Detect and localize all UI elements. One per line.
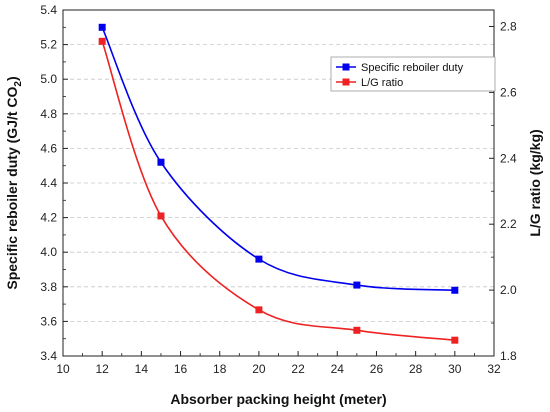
x-tick-label: 20: [252, 362, 266, 376]
left-tick-label: 5.0: [40, 72, 57, 86]
x-tick-label: 32: [487, 362, 501, 376]
left-axis-ticks: 3.4 3.6 3.8 4.0 4.2 4.4 4.6 4.8 5.0 5.2 5.4: [40, 3, 68, 363]
right-tick-label: 2.2: [500, 217, 517, 231]
left-tick-label: 4.0: [40, 245, 57, 259]
x-tick-label: 26: [370, 362, 384, 376]
left-tick-label: 5.4: [40, 3, 57, 17]
x-tick-label: 18: [213, 362, 227, 376]
series-curves: [101, 26, 455, 341]
legend-marker: [342, 63, 350, 71]
left-tick-label: 4.4: [40, 176, 57, 190]
left-axis-title-subscript: 2: [13, 81, 24, 87]
data-point: [353, 281, 361, 289]
right-tick-label: 2.4: [500, 151, 517, 165]
legend-label: L/G ratio: [361, 77, 403, 89]
left-tick-label: 4.2: [40, 211, 57, 225]
data-point: [451, 286, 459, 294]
series-line-1: [101, 26, 455, 292]
data-point: [451, 336, 459, 344]
x-tick-label: 16: [174, 362, 188, 376]
data-point: [157, 212, 165, 220]
x-tick-label: 12: [96, 362, 110, 376]
data-point: [98, 37, 106, 45]
x-tick-label: 22: [291, 362, 305, 376]
legend-label: Specific reboiler duty: [361, 62, 464, 74]
left-axis-title-main: Specific reboiler duty (GJ/t CO: [4, 86, 20, 289]
x-axis-title: Absorber packing height (meter): [170, 391, 386, 407]
right-axis-title: L/G ratio (kg/kg): [527, 129, 543, 236]
left-tick-label: 3.4: [40, 349, 57, 363]
series-line-2: [101, 41, 455, 341]
right-tick-label: 2.0: [500, 283, 517, 297]
data-point: [98, 23, 106, 31]
left-tick-label: 4.8: [40, 107, 57, 121]
left-axis-title-close: ): [4, 76, 20, 81]
x-tick-label: 30: [448, 362, 462, 376]
data-point: [157, 158, 165, 166]
left-tick-label: 3.8: [40, 280, 57, 294]
legend-box: [330, 56, 496, 92]
right-tick-label: 2.8: [500, 19, 517, 33]
right-tick-label: 1.8: [500, 349, 517, 363]
legend-marker: [342, 78, 350, 86]
right-axis-ticks: 1.8 2.0 2.2 2.4 2.6 2.8: [489, 19, 517, 363]
x-tick-label: 10: [56, 362, 70, 376]
x-tick-label: 28: [409, 362, 423, 376]
series-markers: [98, 23, 459, 344]
data-point: [255, 255, 263, 263]
x-tick-label: 24: [331, 362, 345, 376]
right-tick-label: 2.6: [500, 85, 517, 99]
left-tick-label: 3.6: [40, 314, 57, 328]
x-tick-label: 14: [135, 362, 149, 376]
left-tick-label: 5.2: [40, 38, 57, 52]
data-point: [255, 306, 263, 314]
data-point: [353, 326, 361, 334]
left-axis-title: Specific reboiler duty (GJ/t CO2): [4, 76, 24, 289]
left-tick-label: 4.6: [40, 141, 57, 155]
legend: Specific reboiler duty L/G ratio: [330, 56, 496, 92]
x-axis-ticks: 10 12 14 16 18 20 22 24 26 28 30 32: [56, 351, 501, 376]
